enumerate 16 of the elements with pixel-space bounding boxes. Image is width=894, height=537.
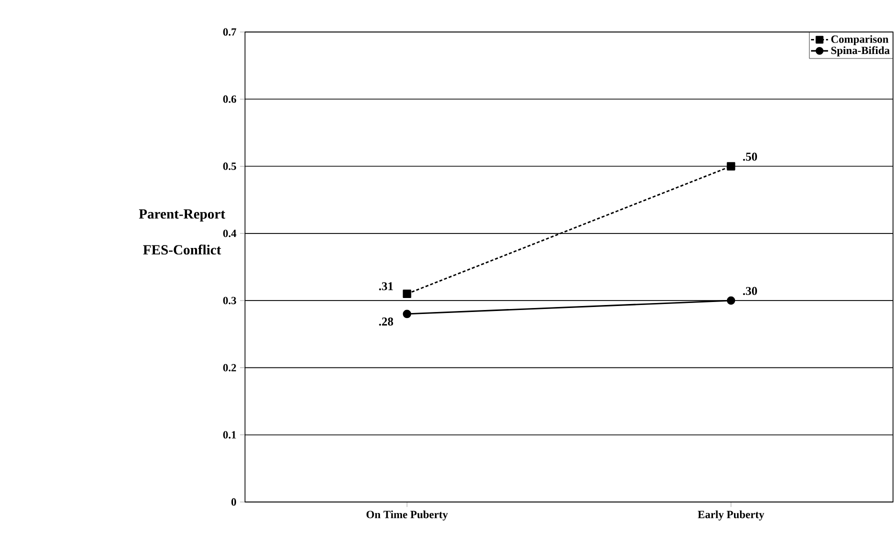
legend-label: Comparison [831,35,888,46]
y-tick-label: 0.2 [223,364,236,372]
x-tick-label: Early Puberty [698,510,764,520]
y-tick-label: 0.7 [223,28,236,36]
data-label: .31 [379,282,393,290]
y-tick-label: 0.3 [223,296,236,304]
x-tick-label: On Time Puberty [366,510,448,520]
y-tick-label: 0.4 [223,230,236,238]
legend-label: Spina-Bifida [831,46,890,56]
data-label: .50 [743,152,758,161]
data-label: .30 [743,286,758,296]
y-tick-label: 0.1 [223,431,236,439]
data-label: .28 [379,318,394,326]
y-tick-label: 0.6 [223,95,236,103]
y-tick-label: 0.5 [223,162,236,170]
y-tick-label: 0 [231,498,236,506]
